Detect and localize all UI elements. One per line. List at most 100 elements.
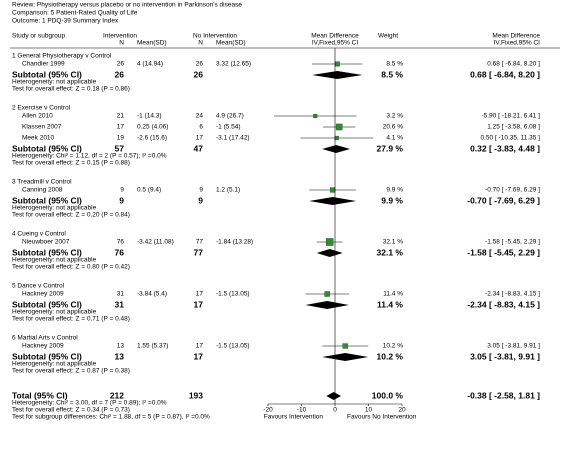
total-note: Test for overall effect: Z = 0.34 (P = 0…	[12, 407, 130, 414]
mean-sd-control: -3.1 (17.42)	[216, 135, 250, 142]
column-header: Mean(SD)	[216, 40, 246, 47]
weight: 11.4 %	[377, 299, 403, 309]
n-control: 193	[189, 390, 203, 400]
study-name: Chandler 1999	[22, 61, 65, 68]
pooled-diamond	[312, 71, 363, 79]
effect-square	[334, 61, 340, 67]
n-control: 17	[196, 291, 204, 298]
n-control: 26	[194, 69, 204, 79]
mean-sd-control: -1.5 (13.05)	[216, 343, 250, 350]
effect-square	[335, 123, 343, 131]
mean-difference: 0.32 [ -3.83, 4.48 ]	[470, 143, 540, 153]
n-intervention: 9	[119, 195, 124, 205]
n-intervention: 21	[117, 113, 125, 120]
n-intervention: 26	[117, 61, 125, 68]
n-intervention: 76	[115, 247, 125, 257]
pooled-diamond	[326, 392, 342, 400]
heterogeneity: Heterogeneity: not applicable	[12, 309, 97, 316]
n-control: 26	[196, 61, 204, 68]
n-intervention: 13	[117, 343, 125, 350]
n-intervention: 9	[120, 187, 124, 194]
column-header: N	[198, 40, 203, 47]
column-header: Mean Difference	[492, 33, 540, 40]
heterogeneity: Heterogeneity: Chi² = 1.12, df = 2 (P = …	[12, 153, 167, 160]
mean-difference: -2.34 [ -8.83, 4.15 ]	[467, 299, 540, 309]
weight: 32.1 %	[383, 239, 403, 246]
study-name: Meek 2010	[22, 135, 55, 142]
weight: 3.2 %	[386, 113, 403, 120]
mean-sd-intervention: 0.25 (4.06)	[137, 124, 168, 131]
n-intervention: 31	[117, 291, 125, 298]
weight: 8.5 %	[381, 69, 403, 79]
group-title: 3 Treadmill v Control	[12, 179, 72, 186]
pooled-label: Subtotal (95% CI)	[12, 143, 82, 153]
group-title: 1 General Physiotherapy v Control	[12, 53, 112, 60]
mean-difference: -1.58 [ -5.45, 2.29 ]	[467, 247, 540, 257]
overall-effect-test: Test for overall effect: Z = 0.20 (P = 0…	[12, 212, 130, 219]
column-header: Mean(SD)	[137, 40, 167, 47]
mean-difference: 3.05 [ -3.81, 9.91 ]	[487, 343, 540, 350]
weight: 11.4 %	[383, 291, 403, 298]
mean-sd-intervention: -1 (14.3)	[137, 113, 162, 120]
mean-difference: 1.25 [ -3.58, 6.08 ]	[487, 124, 540, 131]
favours-left: Favours Intervention	[264, 414, 324, 421]
pooled-diamond	[322, 145, 351, 153]
study-name: Hackney 2009	[22, 291, 64, 298]
effect-square	[342, 343, 348, 349]
n-control: 9	[198, 195, 203, 205]
effect-square	[325, 238, 334, 246]
overall-effect-test: Test for overall effect: Z = 0.80 (P = 0…	[12, 264, 130, 271]
weight: 32.1 %	[377, 247, 404, 257]
pooled-label: Subtotal (95% CI)	[12, 299, 82, 309]
n-control: 24	[196, 113, 204, 120]
column-header: IV,Fixed,95% CI	[312, 40, 359, 47]
mean-sd-control: 3.32 (12.65)	[216, 61, 251, 68]
weight: 8.5 %	[386, 61, 403, 68]
n-intervention: 13	[115, 351, 125, 361]
study-name: Nieuwboer 2007	[22, 239, 70, 246]
n-control: 47	[194, 143, 204, 153]
mean-difference: 3.05 [ -3.81, 9.91 ]	[470, 351, 540, 361]
x-tick-label: -10	[297, 407, 307, 414]
pooled-label: Subtotal (95% CI)	[12, 247, 82, 257]
group-title: 5 Dance v Control	[12, 283, 65, 290]
mean-difference: 0.50 [ -10.35, 11.35 ]	[480, 135, 540, 142]
study-name: Hackney 2009	[22, 343, 64, 350]
n-control: 6	[199, 124, 203, 131]
group-title: 2 Exercise v Control	[12, 105, 71, 112]
study-name: Klassen 2007	[22, 124, 62, 131]
mean-difference: -1.58 [ -5.45, 2.29 ]	[485, 239, 540, 246]
total-note: Heterogeneity: Chi² = 3.00, df = 7 (P = …	[12, 400, 167, 407]
comparison: Comparison: 5 Patient-Rated Quality of L…	[12, 10, 138, 17]
heterogeneity: Heterogeneity: not applicable	[12, 79, 97, 86]
mean-difference: 0.68 [ -6.84, 8.20 ]	[487, 61, 540, 68]
column-header: Mean Difference	[311, 33, 359, 40]
effect-square	[330, 187, 336, 193]
mean-sd-control: -1 (5.54)	[216, 124, 241, 131]
weight: 27.9 %	[377, 143, 404, 153]
weight: 100.0 %	[372, 390, 404, 400]
n-intervention: 76	[117, 239, 125, 246]
favours-right: Favours No Intervention	[347, 414, 417, 421]
n-control: 17	[194, 351, 204, 361]
overall-effect-test: Test for overall effect: Z = 0.87 (P = 0…	[12, 368, 130, 375]
pooled-diamond	[316, 249, 343, 257]
mean-difference: -2.34 [ -8.83, 4.15 ]	[485, 291, 540, 298]
mean-sd-intervention: 0.5 (9.4)	[137, 187, 161, 194]
pooled-label: Subtotal (95% CI)	[12, 351, 82, 361]
mean-sd-control: 4.9 (26.7)	[216, 113, 244, 120]
mean-sd-intervention: 1.55 (5.37)	[137, 343, 168, 350]
column-header: IV,Fixed,95% CI	[494, 40, 541, 47]
x-tick-label: 10	[365, 407, 373, 414]
effect-square	[324, 291, 330, 297]
heterogeneity: Heterogeneity: not applicable	[12, 361, 97, 368]
weight: 9.9 %	[381, 195, 403, 205]
column-header: N	[119, 40, 124, 47]
mean-difference: -0.38 [ -2.58, 1.81 ]	[467, 390, 540, 400]
overall-effect-test: Test for overall effect: Z = 0.71 (P = 0…	[12, 316, 130, 323]
review-title: Review: Physiotherapy versus placebo or …	[12, 2, 242, 9]
x-tick-label: 20	[398, 407, 406, 414]
weight: 10.2 %	[377, 351, 404, 361]
outcome: Outcome: 1 PDQ-39 Summary Index	[12, 18, 119, 25]
